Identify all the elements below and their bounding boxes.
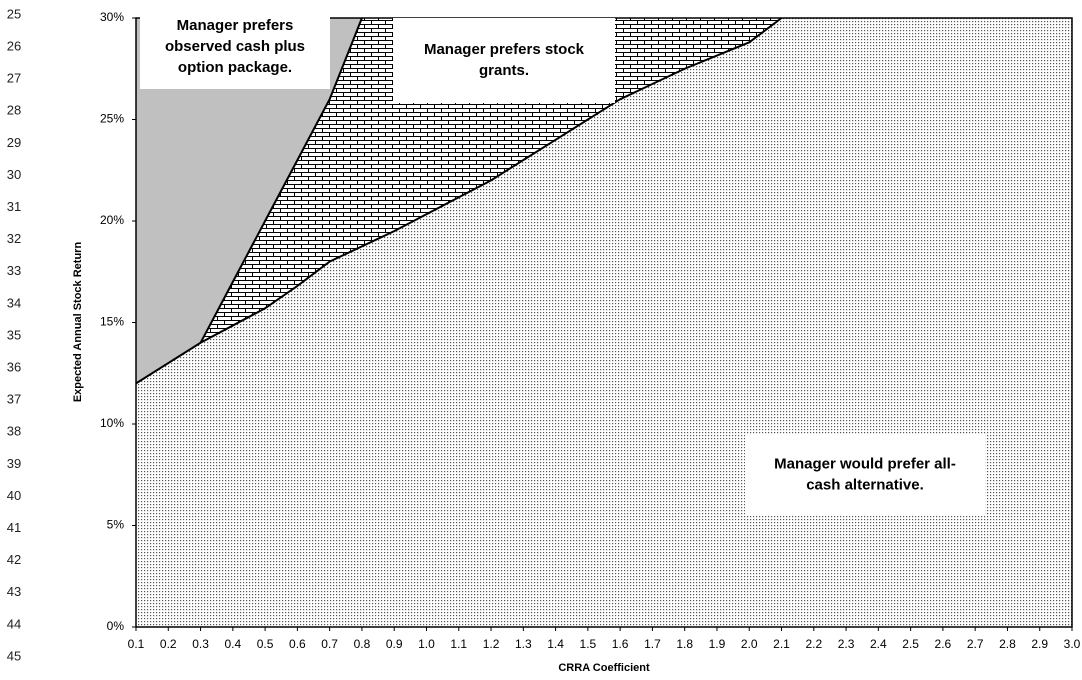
row-number: 29	[7, 135, 21, 150]
x-tick-label: 1.2	[483, 637, 500, 651]
y-tick-label: 15%	[100, 315, 124, 329]
row-number: 36	[7, 360, 21, 375]
x-tick-label: 1.1	[450, 637, 467, 651]
row-number: 44	[7, 616, 21, 631]
x-tick-label: 2.2	[805, 637, 822, 651]
region-label: Manager prefers	[177, 17, 294, 34]
row-number: 35	[7, 327, 21, 342]
x-tick-label: 1.7	[644, 637, 661, 651]
x-tick-label: 0.5	[257, 637, 274, 651]
x-tick-label: 0.7	[321, 637, 338, 651]
row-number: 39	[7, 456, 21, 471]
row-number: 25	[7, 6, 21, 21]
boundary-line	[135, 17, 783, 385]
x-tick-label: 0.6	[289, 637, 306, 651]
boundary-line	[199, 17, 363, 344]
region-label: Manager would prefer all-	[774, 455, 956, 472]
x-tick-label: 2.9	[1031, 637, 1048, 651]
x-tick-label: 2.5	[902, 637, 919, 651]
x-tick-label: 1.3	[515, 637, 532, 651]
x-tick-label: 1.4	[547, 637, 564, 651]
label-box	[745, 435, 985, 515]
row-number: 38	[7, 424, 21, 439]
row-number: 31	[7, 199, 21, 214]
row-number: 33	[7, 263, 21, 278]
row-number: 41	[7, 520, 21, 535]
label-box	[393, 18, 615, 103]
x-tick-label: 0.4	[224, 637, 241, 651]
y-tick-label: 20%	[100, 213, 124, 227]
row-number: 40	[7, 488, 21, 503]
row-number: 45	[7, 648, 21, 663]
x-tick-label: 2.7	[967, 637, 984, 651]
x-tick-label: 0.1	[128, 637, 145, 651]
x-axis-label: CRRA Coefficient	[558, 662, 650, 674]
x-tick-label: 0.9	[386, 637, 403, 651]
x-tick-label: 1.5	[580, 637, 597, 651]
label-box	[140, 5, 330, 89]
y-tick-label: 0%	[107, 619, 125, 633]
y-axis-label: Expected Annual Stock Return	[72, 242, 84, 403]
y-tick-label: 25%	[100, 112, 124, 126]
row-number: 42	[7, 552, 21, 567]
x-tick-label: 0.8	[354, 637, 371, 651]
region-label: Manager prefers stock	[424, 41, 585, 58]
region-label: grants.	[479, 62, 529, 79]
option-region	[136, 18, 362, 384]
row-number: 26	[7, 39, 21, 54]
x-tick-label: 2.8	[999, 637, 1016, 651]
row-number: 32	[7, 231, 21, 246]
x-tick-label: 0.2	[160, 637, 177, 651]
y-tick-label: 30%	[100, 10, 124, 24]
x-tick-label: 2.6	[935, 637, 952, 651]
x-tick-label: 1.8	[676, 637, 693, 651]
x-tick-label: 2.3	[838, 637, 855, 651]
region-label: observed cash plus	[165, 38, 305, 55]
y-tick-label: 5%	[107, 518, 125, 532]
region-label: option package.	[178, 59, 292, 76]
row-number: 34	[7, 295, 21, 310]
row-number: 28	[7, 103, 21, 118]
region-label: cash alternative.	[806, 476, 924, 493]
x-tick-label: 1.6	[612, 637, 629, 651]
y-tick-label: 10%	[100, 416, 124, 430]
row-number: 43	[7, 584, 21, 599]
x-tick-label: 2.4	[870, 637, 887, 651]
x-tick-label: 2.1	[773, 637, 790, 651]
x-tick-label: 0.3	[192, 637, 209, 651]
row-number: 27	[7, 71, 21, 86]
x-tick-label: 1.9	[709, 637, 726, 651]
x-tick-label: 3.0	[1064, 637, 1081, 651]
row-number: 30	[7, 167, 21, 182]
x-tick-label: 1.0	[418, 637, 435, 651]
row-number: 37	[7, 392, 21, 407]
x-tick-label: 2.0	[741, 637, 758, 651]
